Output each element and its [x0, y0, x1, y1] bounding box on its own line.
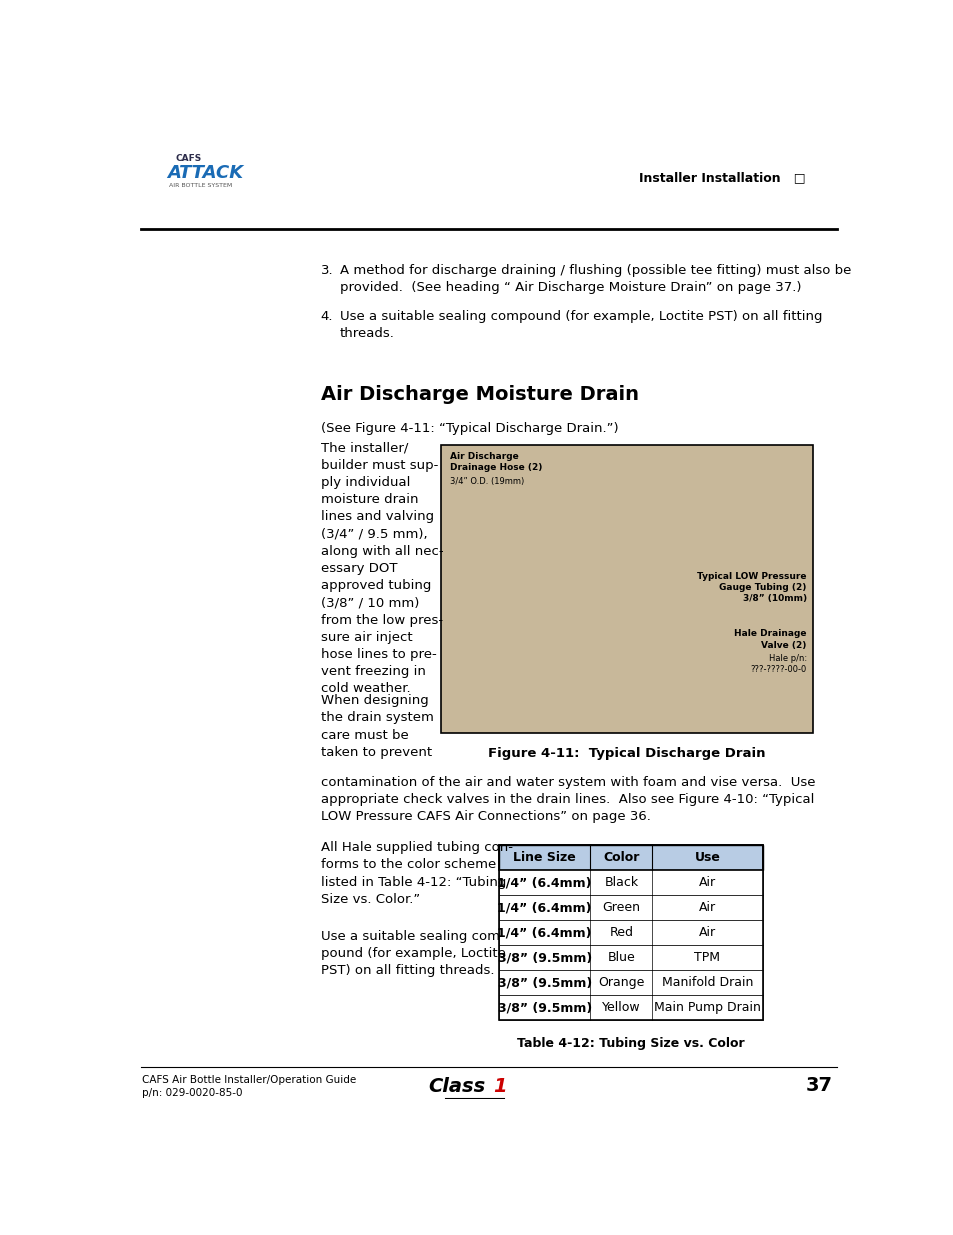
Text: Figure 4-11:  Typical Discharge Drain: Figure 4-11: Typical Discharge Drain — [488, 747, 765, 761]
Text: 1/4” (6.4mm): 1/4” (6.4mm) — [497, 876, 592, 889]
Text: Main Pump Drain: Main Pump Drain — [654, 1002, 760, 1014]
Bar — [498, 871, 761, 895]
Bar — [498, 845, 761, 871]
Text: ATTACK: ATTACK — [167, 163, 243, 182]
Text: Use a suitable sealing compound (for example, Loctite PST) on all fitting: Use a suitable sealing compound (for exa… — [340, 310, 821, 322]
Text: Blue: Blue — [607, 951, 635, 965]
Text: Black: Black — [604, 876, 638, 889]
Text: Green: Green — [601, 902, 639, 914]
Text: A method for discharge draining / flushing (possible tee fitting) must also be: A method for discharge draining / flushi… — [340, 264, 851, 277]
Text: Line Size: Line Size — [513, 851, 576, 864]
Text: Use: Use — [694, 851, 720, 864]
Text: 3.: 3. — [320, 264, 333, 277]
Text: p/n: 029-0020-85-0: p/n: 029-0020-85-0 — [142, 1088, 243, 1098]
Text: 1: 1 — [493, 1077, 506, 1095]
Text: Manifold Drain: Manifold Drain — [661, 976, 752, 989]
Text: All Hale supplied tubing con-
forms to the color scheme
listed in Table 4-12: “T: All Hale supplied tubing con- forms to t… — [320, 841, 512, 905]
Text: Air: Air — [699, 902, 716, 914]
Text: Red: Red — [609, 926, 633, 939]
Bar — [498, 971, 761, 995]
Text: 3/8” (9.5mm): 3/8” (9.5mm) — [497, 976, 591, 989]
Text: Installer Installation   □: Installer Installation □ — [638, 172, 804, 184]
Text: 1/4” (6.4mm): 1/4” (6.4mm) — [497, 902, 592, 914]
Text: Air Discharge
Drainage Hose (2): Air Discharge Drainage Hose (2) — [450, 452, 542, 473]
Text: When designing
the drain system
care must be
taken to prevent: When designing the drain system care mus… — [320, 694, 434, 758]
Text: CAFS: CAFS — [174, 154, 201, 163]
Text: contamination of the air and water system with foam and vise versa.  Use
appropr: contamination of the air and water syste… — [320, 776, 815, 824]
Text: 37: 37 — [804, 1076, 831, 1095]
Text: Class: Class — [427, 1077, 484, 1095]
Bar — [498, 995, 761, 1020]
Text: 3/8” (9.5mm): 3/8” (9.5mm) — [497, 951, 591, 965]
Text: Typical LOW Pressure
Gauge Tubing (2)
3/8” (10mm): Typical LOW Pressure Gauge Tubing (2) 3/… — [697, 572, 806, 603]
Text: CAFS Air Bottle Installer/Operation Guide: CAFS Air Bottle Installer/Operation Guid… — [142, 1074, 356, 1084]
Text: TPM: TPM — [694, 951, 720, 965]
Bar — [498, 920, 761, 945]
Text: Yellow: Yellow — [601, 1002, 640, 1014]
Text: AIR BOTTLE SYSTEM: AIR BOTTLE SYSTEM — [169, 183, 232, 188]
Text: provided.  (See heading “ Air Discharge Moisture Drain” on page 37.): provided. (See heading “ Air Discharge M… — [340, 280, 801, 294]
Text: 3/4” O.D. (19mm): 3/4” O.D. (19mm) — [450, 477, 524, 487]
Text: (See Figure 4-11: “Typical Discharge Drain.”): (See Figure 4-11: “Typical Discharge Dra… — [320, 421, 618, 435]
Text: Use a suitable sealing com-
pound (for example, Loctite
PST) on all fitting thre: Use a suitable sealing com- pound (for e… — [320, 930, 505, 977]
Text: The installer/
builder must sup-
ply individual
moisture drain
lines and valving: The installer/ builder must sup- ply ind… — [320, 442, 443, 695]
Text: threads.: threads. — [340, 327, 395, 340]
Bar — [498, 895, 761, 920]
Text: Hale Drainage
Valve (2): Hale Drainage Valve (2) — [734, 630, 806, 650]
Text: Air Discharge Moisture Drain: Air Discharge Moisture Drain — [320, 385, 639, 404]
Text: Orange: Orange — [598, 976, 644, 989]
Text: 4.: 4. — [320, 310, 333, 322]
Text: 3/8” (9.5mm): 3/8” (9.5mm) — [497, 1002, 591, 1014]
Bar — [498, 945, 761, 971]
Text: Air: Air — [699, 876, 716, 889]
Text: Color: Color — [602, 851, 639, 864]
Bar — [440, 445, 812, 734]
Bar — [498, 845, 761, 1020]
Text: 1/4” (6.4mm): 1/4” (6.4mm) — [497, 926, 592, 939]
Bar — [498, 845, 761, 871]
Text: Hale p/n:
???-????-00-0: Hale p/n: ???-????-00-0 — [750, 655, 806, 674]
Text: Air: Air — [699, 926, 716, 939]
Text: Table 4-12: Tubing Size vs. Color: Table 4-12: Tubing Size vs. Color — [517, 1037, 743, 1050]
